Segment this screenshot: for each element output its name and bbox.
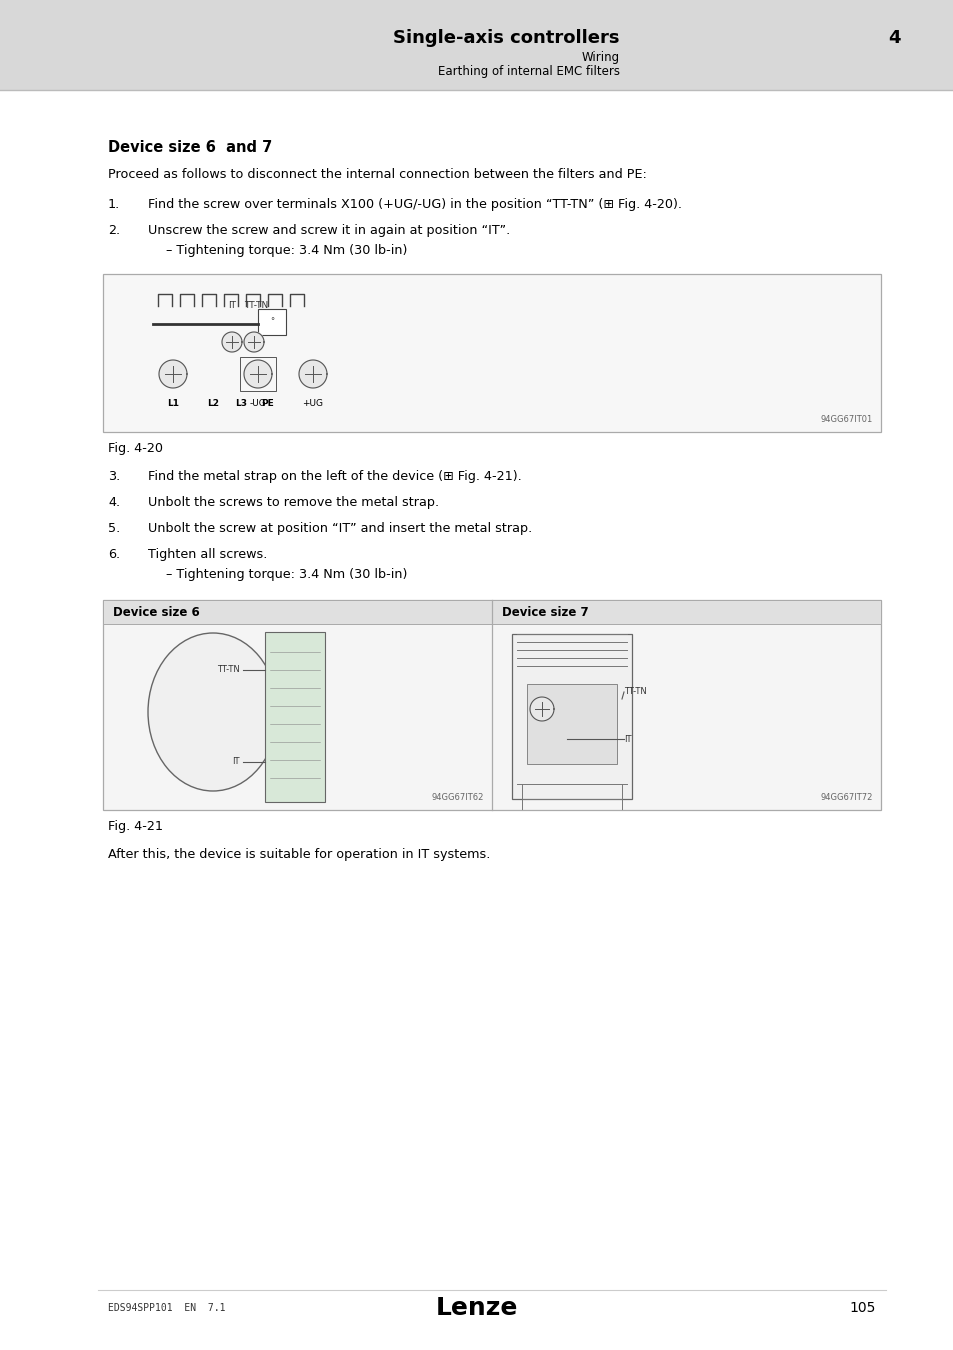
Ellipse shape	[148, 633, 277, 791]
Text: L3: L3	[234, 400, 247, 408]
Text: 6.: 6.	[108, 548, 120, 562]
Text: Find the screw over terminals X100 (+UG/-UG) in the position “TT-TN” (⊞ Fig. 4-2: Find the screw over terminals X100 (+UG/…	[148, 198, 681, 211]
Text: Find the metal strap on the left of the device (⊞ Fig. 4-21).: Find the metal strap on the left of the …	[148, 470, 521, 483]
Text: +UG: +UG	[302, 400, 323, 408]
Polygon shape	[298, 360, 327, 387]
Text: EDS94SPP101  EN  7.1: EDS94SPP101 EN 7.1	[108, 1303, 225, 1314]
Text: Fig. 4-20: Fig. 4-20	[108, 441, 163, 455]
Bar	[240, 356, 275, 392]
Text: L2: L2	[207, 400, 219, 408]
Text: Lenze: Lenze	[436, 1296, 517, 1320]
Text: Proceed as follows to disconnect the internal connection between the filters and: Proceed as follows to disconnect the int…	[108, 167, 646, 181]
Text: Fig. 4-21: Fig. 4-21	[108, 819, 163, 833]
Text: Wiring: Wiring	[581, 51, 619, 65]
Text: IT: IT	[233, 757, 240, 767]
Text: Tighten all screws.: Tighten all screws.	[148, 548, 267, 562]
Bar	[265, 632, 325, 802]
Text: Device size 6  and 7: Device size 6 and 7	[108, 140, 272, 155]
Bar	[526, 684, 617, 764]
Text: Device size 6: Device size 6	[112, 606, 199, 618]
Text: 94GG67IT01: 94GG67IT01	[820, 414, 872, 424]
Text: 94GG67IT72: 94GG67IT72	[820, 792, 872, 802]
Text: Earthing of internal EMC filters: Earthing of internal EMC filters	[437, 66, 619, 78]
Bar	[492, 599, 880, 624]
Text: TT-TN: TT-TN	[623, 687, 646, 697]
Text: Single-axis controllers: Single-axis controllers	[393, 28, 619, 47]
Text: – Tightening torque: 3.4 Nm (30 lb-in): – Tightening torque: 3.4 Nm (30 lb-in)	[166, 244, 407, 256]
Polygon shape	[244, 332, 264, 352]
Text: 3.: 3.	[108, 470, 120, 483]
Text: Device size 7: Device size 7	[501, 606, 588, 618]
Text: IT: IT	[623, 734, 631, 744]
Text: – Tightening torque: 3.4 Nm (30 lb-in): – Tightening torque: 3.4 Nm (30 lb-in)	[166, 568, 407, 580]
Polygon shape	[159, 360, 187, 387]
Bar	[512, 634, 631, 799]
Text: Unscrew the screw and screw it in again at position “IT”.: Unscrew the screw and screw it in again …	[148, 224, 510, 238]
Text: 105: 105	[849, 1301, 875, 1315]
Text: IT: IT	[228, 301, 235, 310]
Text: 5.: 5.	[108, 522, 120, 535]
Polygon shape	[244, 360, 272, 387]
Text: 1.: 1.	[108, 198, 120, 211]
Text: TT-TN: TT-TN	[217, 666, 240, 675]
Text: PE: PE	[261, 400, 274, 408]
Text: After this, the device is suitable for operation in IT systems.: After this, the device is suitable for o…	[108, 848, 490, 861]
Text: °: °	[270, 317, 274, 327]
Polygon shape	[530, 697, 554, 721]
Text: -UG: -UG	[250, 400, 266, 408]
Text: TT-TN: TT-TN	[244, 301, 268, 310]
Bar	[103, 599, 880, 810]
Text: Unbolt the screws to remove the metal strap.: Unbolt the screws to remove the metal st…	[148, 495, 438, 509]
Text: Unbolt the screw at position “IT” and insert the metal strap.: Unbolt the screw at position “IT” and in…	[148, 522, 532, 535]
Bar	[103, 274, 880, 432]
Bar	[0, 0, 953, 90]
Text: 94GG67IT62: 94GG67IT62	[431, 792, 483, 802]
Bar	[103, 599, 492, 624]
Text: 4.: 4.	[108, 495, 120, 509]
Polygon shape	[222, 332, 242, 352]
Text: L1: L1	[167, 400, 179, 408]
Bar	[257, 309, 286, 335]
Text: 2.: 2.	[108, 224, 120, 238]
Text: 4: 4	[887, 28, 900, 47]
